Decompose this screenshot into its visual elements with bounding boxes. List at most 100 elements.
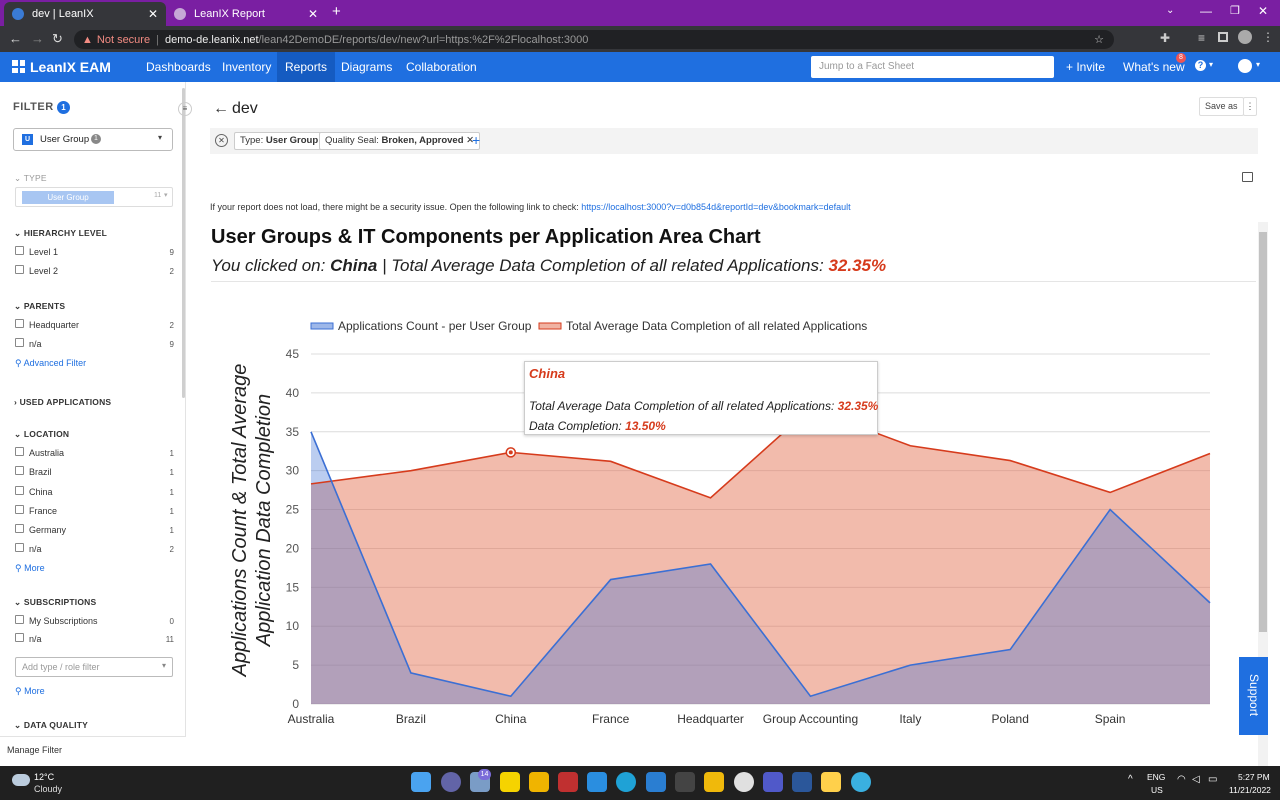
checkbox[interactable] bbox=[15, 447, 24, 456]
weather-cloud-icon[interactable] bbox=[12, 774, 30, 786]
chat-icon[interactable] bbox=[441, 772, 461, 792]
weather-temp[interactable]: 12°C bbox=[34, 772, 55, 782]
language-code[interactable]: ENG bbox=[1147, 772, 1166, 782]
file-explorer-icon[interactable] bbox=[529, 772, 549, 792]
close-tab-icon[interactable]: ✕ bbox=[147, 7, 158, 21]
notepad-icon[interactable] bbox=[821, 772, 841, 792]
battery-icon[interactable]: ▭ bbox=[1208, 774, 1218, 785]
checkbox-count: 2 bbox=[169, 545, 174, 554]
weather-condition[interactable]: Cloudy bbox=[34, 784, 63, 794]
save-as-button[interactable]: Save as bbox=[1199, 97, 1244, 116]
omnibox[interactable]: ▲ Not secure | demo-de.leanix.net /lean4… bbox=[74, 30, 1114, 49]
reading-list-icon[interactable]: ≡ bbox=[1198, 31, 1206, 45]
nav-inventory[interactable]: Inventory bbox=[222, 60, 272, 74]
back-arrow-icon[interactable]: ← bbox=[213, 100, 229, 117]
wifi-icon[interactable]: ◠ bbox=[1177, 774, 1186, 785]
sticky-notes-icon[interactable] bbox=[500, 772, 520, 792]
word-icon[interactable] bbox=[792, 772, 812, 792]
bookmark-star-icon[interactable]: ☆ bbox=[1094, 34, 1104, 46]
store-icon[interactable] bbox=[587, 772, 607, 792]
tab-search-chevron-icon[interactable]: ⌄ bbox=[1166, 5, 1175, 16]
used-applications-section-header[interactable]: › USED APPLICATIONS bbox=[14, 397, 112, 407]
profile-avatar-icon[interactable] bbox=[1238, 30, 1252, 44]
report-scrollbar-thumb[interactable] bbox=[1259, 232, 1267, 632]
help-icon[interactable]: ? bbox=[1195, 60, 1206, 71]
user-menu-chevron-icon[interactable]: ▾ bbox=[1256, 60, 1261, 69]
region-code[interactable]: US bbox=[1151, 785, 1163, 795]
app-logo-text[interactable]: LeanIX EAM bbox=[30, 59, 111, 75]
support-button[interactable]: Support bbox=[1239, 657, 1268, 735]
user-avatar-icon[interactable] bbox=[1238, 59, 1252, 73]
checkbox[interactable] bbox=[15, 505, 24, 514]
clock-date[interactable]: 11/21/2022 bbox=[1229, 785, 1271, 795]
sidebar-scrollbar[interactable] bbox=[182, 88, 185, 398]
fact-sheet-type-select[interactable]: U User Group 1 ▾ bbox=[13, 128, 173, 151]
nav-reports[interactable]: Reports bbox=[277, 52, 336, 82]
chrome-icon[interactable] bbox=[734, 772, 754, 792]
type-value-select[interactable]: User Group 11 ▾ bbox=[15, 187, 173, 207]
remove-chip-icon[interactable]: ✕ bbox=[466, 135, 475, 146]
help-chevron-icon[interactable]: ▾ bbox=[1209, 60, 1214, 69]
close-window-icon[interactable]: ✕ bbox=[1258, 4, 1269, 18]
fact-sheet-search-input[interactable]: Jump to a Fact Sheet bbox=[811, 56, 1054, 78]
restore-icon[interactable]: ❐ bbox=[1230, 5, 1240, 17]
subscriptions-more-link[interactable]: ⚲ More bbox=[15, 686, 45, 696]
quality-seal-filter-chip[interactable]: Quality Seal: Broken, Approved ✕ bbox=[319, 132, 481, 150]
checkbox[interactable] bbox=[15, 265, 24, 274]
checkbox[interactable] bbox=[15, 633, 24, 642]
type-filter-chip[interactable]: Type: User Group bbox=[234, 132, 325, 150]
browser-tab-leanix[interactable]: dev | LeanIX ✕ bbox=[4, 2, 166, 26]
type-section-header[interactable]: ⌄ TYPE bbox=[14, 173, 47, 183]
nav-diagrams[interactable]: Diagrams bbox=[341, 60, 393, 74]
clear-filters-icon[interactable]: ✕ bbox=[215, 134, 228, 147]
tray-chevron-icon[interactable]: ^ bbox=[1128, 774, 1133, 785]
checkbox[interactable] bbox=[15, 486, 24, 495]
browser-icon[interactable] bbox=[851, 772, 871, 792]
volume-icon[interactable]: ◁ bbox=[1192, 774, 1200, 785]
security-check-link[interactable]: https://localhost:3000?v=d0b854d&reportI… bbox=[581, 202, 851, 212]
add-filter-icon[interactable]: + bbox=[472, 132, 481, 148]
location-section-header[interactable]: ⌄ LOCATION bbox=[14, 429, 70, 439]
back-icon[interactable]: ← bbox=[9, 31, 22, 46]
close-tab-icon[interactable]: ✕ bbox=[307, 7, 318, 21]
invite-button[interactable]: + Invite bbox=[1066, 60, 1106, 74]
tooltip-line-2: Data Completion: 13.50% bbox=[529, 419, 666, 433]
teams-icon[interactable] bbox=[763, 772, 783, 792]
side-panel-icon[interactable] bbox=[1218, 32, 1228, 42]
binance-icon[interactable] bbox=[704, 772, 724, 792]
start-icon[interactable] bbox=[411, 772, 431, 792]
checkbox[interactable] bbox=[15, 338, 24, 347]
add-type-role-filter-select[interactable]: Add type / role filter ▾ bbox=[15, 657, 173, 677]
parents-section-header[interactable]: ⌄ PARENTS bbox=[14, 301, 66, 311]
nav-dashboards[interactable]: Dashboards bbox=[146, 60, 211, 74]
extensions-icon[interactable]: ✚ bbox=[1160, 31, 1171, 45]
checkbox[interactable] bbox=[15, 524, 24, 533]
checkbox[interactable] bbox=[15, 246, 24, 255]
app-icon[interactable] bbox=[558, 772, 578, 792]
filter-options-icon[interactable]: ≡ bbox=[178, 102, 192, 116]
checkbox[interactable] bbox=[15, 543, 24, 552]
reload-icon[interactable]: ↻ bbox=[52, 31, 63, 46]
minimize-icon[interactable]: — bbox=[1200, 4, 1212, 18]
advanced-filter-link[interactable]: ⚲ Advanced Filter bbox=[15, 358, 87, 368]
nav-collaboration[interactable]: Collaboration bbox=[406, 60, 477, 74]
vscode-icon[interactable] bbox=[646, 772, 666, 792]
forward-icon[interactable]: → bbox=[31, 31, 44, 46]
manage-filter-button[interactable]: Manage Filter bbox=[7, 745, 63, 755]
more-options-icon[interactable]: ⋮ bbox=[1243, 97, 1257, 116]
checkbox[interactable] bbox=[15, 319, 24, 328]
hierarchy-section-header[interactable]: ⌄ HIERARCHY LEVEL bbox=[14, 228, 108, 238]
checkbox[interactable] bbox=[15, 615, 24, 624]
browser-menu-icon[interactable]: ⋮ bbox=[1262, 30, 1274, 44]
clock-time[interactable]: 5:27 PM bbox=[1238, 772, 1270, 782]
checkbox[interactable] bbox=[15, 466, 24, 475]
new-tab-icon[interactable]: + bbox=[332, 3, 341, 20]
terminal-icon[interactable] bbox=[675, 772, 695, 792]
edge-icon[interactable] bbox=[616, 772, 636, 792]
browser-tab-report[interactable]: LeanIX Report ✕ bbox=[166, 2, 326, 26]
subscriptions-section-header[interactable]: ⌄ SUBSCRIPTIONS bbox=[14, 597, 97, 607]
whats-new-button[interactable]: What's new bbox=[1123, 60, 1185, 74]
data-quality-section-header[interactable]: ⌄ DATA QUALITY bbox=[14, 720, 88, 730]
location-more-link[interactable]: ⚲ More bbox=[15, 563, 45, 573]
table-view-icon[interactable] bbox=[1242, 172, 1253, 182]
